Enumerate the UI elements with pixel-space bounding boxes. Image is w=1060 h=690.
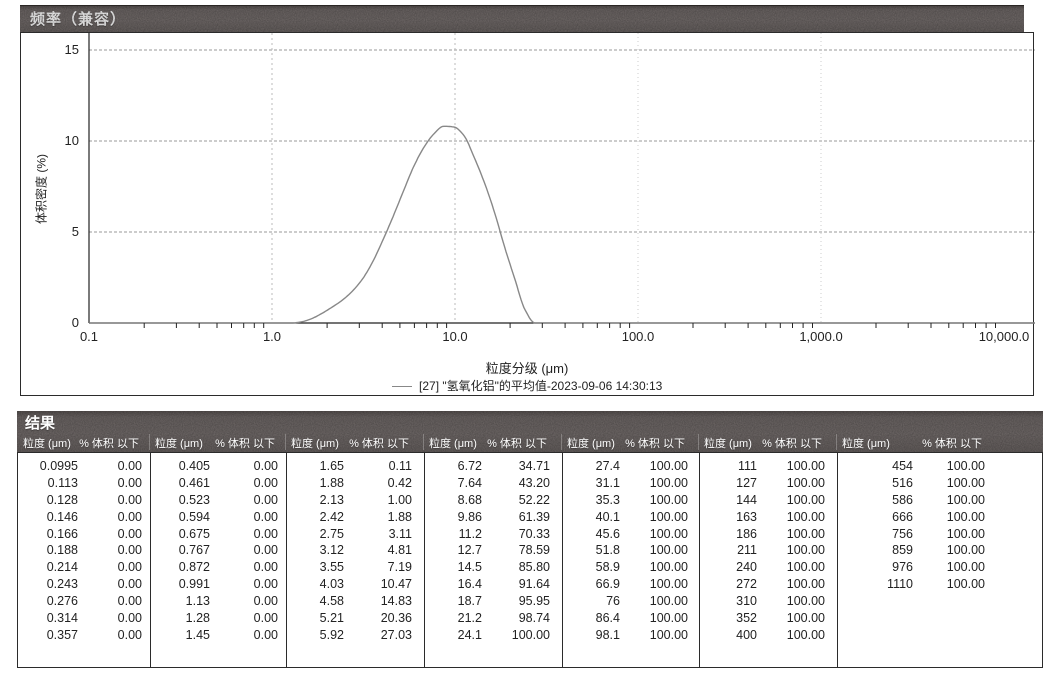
svg-text:100.0: 100.0	[622, 329, 655, 344]
svg-text:10: 10	[65, 133, 79, 148]
svg-text:0.1: 0.1	[80, 329, 98, 344]
svg-text:15: 15	[65, 42, 79, 57]
svg-text:10,000.0: 10,000.0	[979, 329, 1030, 344]
svg-text:0: 0	[72, 315, 79, 330]
svg-text:5: 5	[72, 224, 79, 239]
svg-text:10.0: 10.0	[442, 329, 467, 344]
svg-text:1,000.0: 1,000.0	[799, 329, 842, 344]
svg-text:1.0: 1.0	[263, 329, 281, 344]
